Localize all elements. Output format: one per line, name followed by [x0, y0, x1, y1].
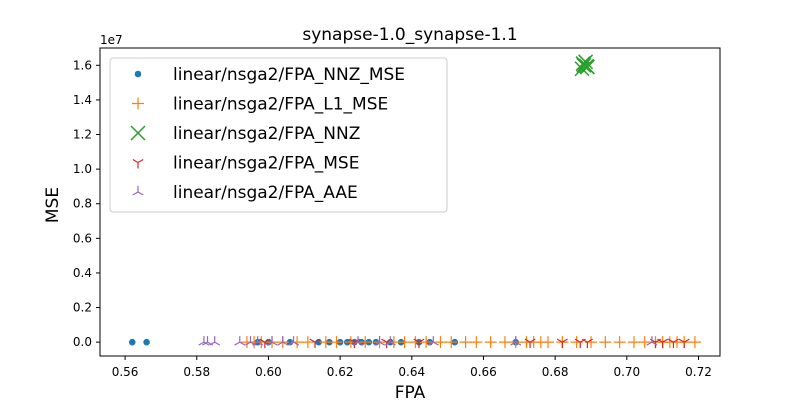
legend-label: linear/nsga2/FPA_NNZ_MSE	[173, 65, 405, 85]
data-point	[277, 336, 289, 346]
data-point	[599, 336, 612, 349]
x-tick-label: 0.60	[255, 365, 282, 379]
data-point	[330, 336, 343, 349]
data-point	[398, 336, 411, 349]
x-tick-label: 0.70	[613, 365, 640, 379]
data-points	[128, 54, 701, 349]
legend-marker	[132, 158, 144, 169]
legend-marker	[132, 186, 144, 196]
data-point	[638, 336, 651, 349]
data-point	[581, 338, 593, 349]
x-axis: 0.56 0.58 0.60 0.62 0.64 0.66 0.68 0.70 0.72	[112, 356, 712, 379]
data-point	[678, 338, 690, 349]
data-point	[574, 338, 586, 349]
legend-box	[109, 57, 448, 213]
series-3	[574, 54, 595, 77]
data-point	[579, 58, 595, 74]
y-tick-label: 1.0	[73, 162, 92, 176]
data-point	[445, 336, 458, 349]
data-point	[128, 338, 136, 346]
data-point	[319, 336, 332, 349]
data-point	[510, 336, 522, 346]
x-tick-label: 0.56	[112, 365, 139, 379]
y-tick-label: 0.6	[73, 231, 92, 245]
legend-label: linear/nsga2/FPA_MSE	[173, 154, 359, 174]
data-point	[498, 336, 511, 349]
data-point	[459, 336, 472, 349]
legend-marker	[130, 125, 146, 141]
legend-label: linear/nsga2/FPA_L1_MSE	[173, 95, 388, 115]
y-tick-label: 1.4	[73, 93, 92, 107]
data-point	[301, 336, 314, 349]
y-tick-label: 1.2	[73, 128, 92, 142]
data-point	[667, 338, 679, 349]
x-tick-label: 0.62	[327, 365, 354, 379]
data-point	[259, 338, 271, 349]
data-point	[413, 338, 425, 349]
series-2	[240, 336, 701, 349]
data-point	[234, 336, 246, 346]
x-tick-label: 0.64	[398, 365, 425, 379]
legend: linear/nsga2/FPA_NNZ_MSE linear/nsga2/FPA…	[109, 57, 448, 213]
data-point	[688, 336, 701, 349]
legend-marker	[132, 97, 144, 110]
data-point	[201, 336, 214, 346]
data-point	[252, 336, 264, 346]
data-point	[245, 336, 257, 346]
data-point	[427, 336, 439, 346]
y-axis-label: MSE	[43, 187, 63, 223]
data-point	[574, 61, 590, 77]
data-point	[209, 336, 221, 346]
y-axis: 0.0 0.2 0.4 0.6 0.8 1.0 1.2 1.4 1.6	[73, 58, 100, 349]
data-point	[420, 336, 433, 349]
y-offset-label: 1e7	[100, 33, 123, 47]
data-point	[613, 336, 626, 349]
data-point	[657, 338, 669, 349]
legend-label: linear/nsga2/FPA_NNZ	[173, 124, 360, 144]
data-point	[646, 336, 658, 346]
data-point	[524, 338, 536, 349]
y-tick-label: 0.4	[73, 266, 92, 280]
series-5	[198, 336, 658, 346]
y-tick-label: 0.2	[73, 301, 92, 315]
y-tick-label: 0.8	[73, 197, 92, 211]
data-point	[198, 336, 210, 346]
data-point	[288, 336, 300, 346]
chart-title: synapse-1.0_synapse-1.1	[302, 25, 517, 45]
data-point	[143, 338, 150, 346]
data-point	[384, 336, 396, 346]
data-point	[348, 338, 360, 349]
data-point	[381, 338, 393, 349]
data-point	[434, 336, 447, 349]
y-tick-label: 0.0	[73, 335, 92, 349]
data-point	[374, 336, 386, 346]
data-point	[541, 336, 554, 349]
y-tick-label: 1.6	[73, 58, 92, 72]
data-point	[352, 336, 364, 346]
x-tick-label: 0.58	[183, 365, 210, 379]
data-point	[266, 336, 278, 346]
x-tick-label: 0.72	[685, 365, 712, 379]
data-point	[359, 336, 372, 349]
x-axis-label: FPA	[395, 383, 426, 400]
legend-marker	[134, 70, 142, 78]
data-point	[309, 338, 321, 349]
legend-label: linear/nsga2/FPA_AAE	[173, 183, 358, 203]
x-tick-label: 0.68	[542, 365, 569, 379]
data-point	[484, 336, 497, 349]
data-point	[556, 338, 568, 349]
x-tick-label: 0.66	[470, 365, 497, 379]
series-4	[259, 338, 690, 349]
data-point	[470, 336, 483, 349]
data-point	[627, 336, 640, 349]
data-point	[649, 338, 662, 349]
